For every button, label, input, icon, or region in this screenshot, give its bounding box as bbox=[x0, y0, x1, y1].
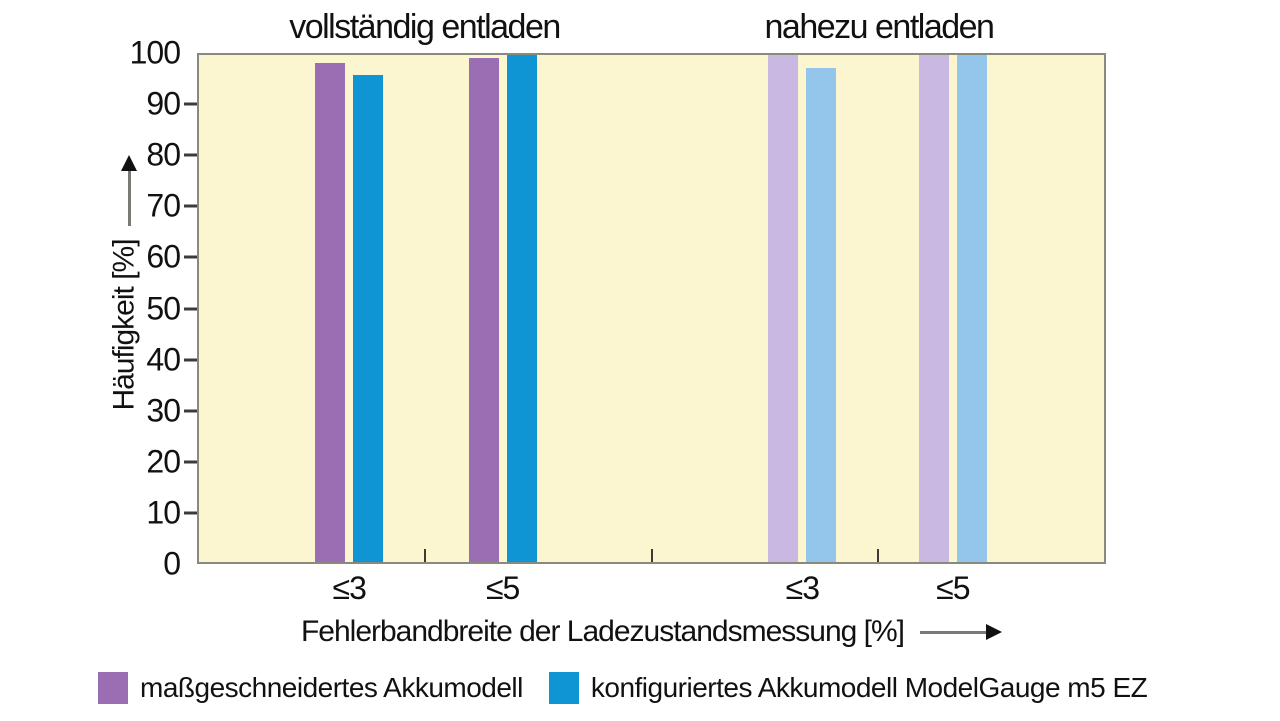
y-tick-label: 100 bbox=[129, 34, 181, 72]
legend-item-tailored-model: maßgeschneidertes Akkumodell bbox=[98, 672, 523, 704]
group-divider-tick bbox=[424, 549, 427, 562]
y-tick-label-text: 20 bbox=[146, 443, 181, 480]
bar-group: ≤5 bbox=[468, 55, 537, 606]
y-tick-label: 10 bbox=[146, 494, 181, 531]
x-category-label: ≤3 bbox=[332, 570, 367, 606]
bar bbox=[956, 55, 987, 562]
y-tick-mark bbox=[184, 153, 197, 157]
bar bbox=[353, 75, 384, 562]
legend-label: maßgeschneidertes Akkumodell bbox=[140, 672, 523, 703]
y-tick-label-text: 90 bbox=[146, 85, 181, 122]
y-axis-arrow-icon bbox=[121, 155, 137, 171]
y-tick-mark bbox=[184, 204, 197, 208]
bar bbox=[315, 62, 346, 562]
x-axis-title-row: Fehlerbandbreite der Ladezustandsmessung… bbox=[197, 612, 1106, 652]
group-divider-tick bbox=[650, 549, 653, 562]
y-axis-title: Häufigkeit [%] bbox=[95, 237, 155, 413]
y-tick-mark bbox=[184, 358, 197, 362]
y-axis-title-text: Häufigkeit [%] bbox=[108, 239, 141, 411]
y-tick-label: 50 bbox=[146, 290, 181, 327]
y-tick-label: 70 bbox=[146, 187, 181, 225]
section-title-left: vollständig entladen bbox=[197, 8, 652, 47]
y-tick-label: 0 bbox=[163, 545, 181, 583]
y-tick-mark bbox=[184, 307, 197, 310]
y-tick-label: 40 bbox=[146, 341, 181, 378]
y-tick-label-text: 70 bbox=[146, 187, 181, 224]
bar bbox=[468, 57, 499, 562]
y-tick-label: 80 bbox=[146, 136, 181, 174]
x-category-label: ≤5 bbox=[936, 570, 970, 606]
y-tick-label: 60 bbox=[146, 238, 181, 276]
y-tick-label: 30 bbox=[146, 392, 181, 429]
y-tick-label-text: 10 bbox=[146, 494, 181, 531]
y-tick-label-text: 50 bbox=[146, 290, 181, 326]
section-title-right-text: nahezu entladen bbox=[764, 8, 995, 46]
y-tick-mark bbox=[184, 460, 197, 464]
y-tick-mark bbox=[184, 511, 197, 515]
x-category-label: ≤3 bbox=[785, 570, 820, 606]
y-tick-label-text: 60 bbox=[146, 238, 181, 275]
y-tick-label-text: 0 bbox=[163, 545, 181, 582]
group-divider-tick bbox=[876, 549, 879, 562]
y-tick-label-text: 80 bbox=[146, 136, 181, 173]
bar bbox=[806, 67, 837, 562]
y-axis-arrow-line bbox=[128, 170, 131, 226]
y-tick-mark bbox=[184, 102, 197, 106]
y-axis-labels: 0 10 20 30 40 50 60 70 80 90 100 bbox=[0, 35, 181, 582]
legend-item-configured-model: konfiguriertes Akkumodell ModelGauge m5 … bbox=[548, 672, 1148, 704]
x-axis-arrow-line bbox=[920, 630, 987, 634]
y-tick-label: 20 bbox=[146, 443, 181, 480]
bar bbox=[506, 55, 537, 562]
legend-swatch-blue bbox=[548, 672, 579, 704]
legend-label: konfiguriertes Akkumodell ModelGauge m5 … bbox=[590, 672, 1148, 703]
bar-group: ≤3 bbox=[768, 55, 837, 606]
x-category-label: ≤5 bbox=[485, 570, 520, 606]
y-tick-label-text: 100 bbox=[129, 34, 181, 71]
y-tick-mark bbox=[184, 409, 197, 413]
section-title-left-text: vollständig entladen bbox=[289, 8, 561, 46]
y-tick-label: 90 bbox=[146, 85, 181, 123]
bar bbox=[768, 55, 799, 562]
bar-group: ≤5 bbox=[918, 55, 987, 606]
plot-area: ≤3 ≤5 ≤3 ≤5 bbox=[197, 53, 1106, 606]
legend-swatch-purple bbox=[98, 672, 128, 704]
section-title-right: nahezu entladen bbox=[652, 8, 1106, 47]
bar-group: ≤3 bbox=[315, 55, 384, 606]
legend: maßgeschneidertes Akkumodell konfigurier… bbox=[98, 672, 1148, 704]
bar bbox=[918, 55, 949, 562]
x-axis-arrow bbox=[920, 624, 1003, 640]
x-axis-arrow-icon bbox=[986, 624, 1003, 640]
x-axis-title-text: Fehlerbandbreite der Ladezustandsmessung… bbox=[300, 615, 905, 648]
y-axis-ticks bbox=[184, 53, 197, 564]
y-tick-mark bbox=[184, 255, 197, 259]
y-tick-label-text: 30 bbox=[146, 392, 181, 429]
y-tick-label-text: 40 bbox=[146, 341, 181, 378]
